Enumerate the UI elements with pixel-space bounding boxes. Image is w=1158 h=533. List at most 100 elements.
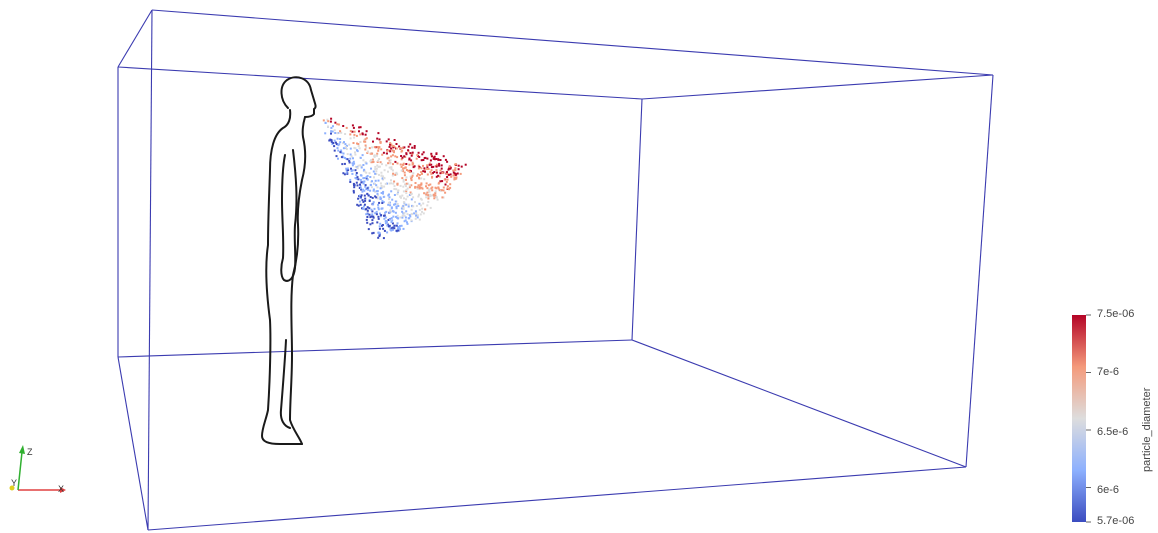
particle (378, 227, 381, 230)
particle (403, 146, 406, 149)
particle (351, 130, 354, 133)
particle (337, 157, 339, 160)
particle (381, 153, 384, 156)
particle (446, 171, 448, 174)
particle (398, 145, 401, 148)
particle (372, 215, 375, 218)
particle (376, 190, 379, 193)
particle (402, 204, 405, 207)
particle (400, 158, 403, 161)
particle (336, 132, 339, 135)
particle (454, 163, 457, 166)
particle (402, 190, 405, 193)
particle (426, 164, 429, 167)
particle (330, 130, 333, 133)
particle (390, 227, 393, 230)
particle (434, 192, 437, 194)
particle (363, 168, 366, 171)
particle (393, 203, 395, 206)
particle (430, 187, 433, 190)
particle (444, 191, 447, 194)
particle (418, 174, 421, 176)
particle (460, 165, 463, 168)
particle (435, 158, 438, 160)
particle (342, 152, 345, 155)
particle (379, 198, 382, 200)
particle (454, 167, 457, 170)
particle (446, 178, 449, 181)
particle (419, 213, 422, 216)
particle (368, 198, 371, 201)
particle (402, 180, 405, 183)
particle (395, 205, 398, 208)
particle (420, 182, 423, 185)
particle (411, 151, 414, 154)
particle (407, 149, 410, 152)
particle (364, 138, 367, 141)
particle (337, 149, 340, 152)
particle (435, 171, 438, 174)
particle (390, 168, 393, 171)
particle (357, 143, 360, 145)
particle (408, 217, 411, 220)
particle (363, 177, 366, 179)
particle (360, 195, 362, 198)
particle (405, 185, 407, 188)
particle (353, 162, 356, 165)
particle (383, 214, 385, 217)
particle (354, 169, 357, 172)
particle (378, 225, 381, 228)
particle (432, 193, 435, 196)
particle (437, 174, 440, 177)
particle (390, 182, 393, 185)
particle (424, 170, 426, 173)
particle (433, 197, 436, 200)
box-edge (117, 339, 633, 358)
particle (423, 168, 426, 171)
particle (372, 231, 375, 234)
particle (406, 187, 409, 190)
particle (436, 198, 439, 201)
particle (404, 166, 407, 169)
particle (424, 208, 427, 211)
particle (357, 145, 360, 148)
particle (405, 203, 408, 206)
particle (403, 203, 406, 206)
particle (399, 147, 402, 149)
particle (333, 139, 336, 142)
particle (421, 187, 424, 190)
particle (402, 162, 405, 165)
particle (330, 117, 333, 120)
particle (406, 222, 409, 225)
particle (379, 222, 382, 225)
particle (390, 155, 393, 158)
particle (380, 214, 383, 217)
particle (381, 200, 384, 203)
particle (379, 187, 382, 190)
particle (326, 118, 329, 121)
particle (390, 144, 393, 147)
particle (411, 161, 414, 164)
particle (438, 164, 441, 167)
particle (351, 124, 354, 127)
particle (390, 190, 393, 193)
particle (453, 178, 456, 181)
particle (388, 166, 391, 169)
particle (391, 222, 394, 225)
particle (353, 136, 356, 139)
particle (334, 121, 337, 124)
particle (356, 203, 359, 206)
particle (377, 147, 380, 150)
particle (369, 160, 372, 163)
particle (413, 146, 416, 149)
particle (392, 210, 395, 213)
particle (390, 147, 393, 150)
particle (401, 156, 404, 159)
particle (401, 214, 404, 217)
particle (351, 169, 354, 172)
particle (429, 171, 432, 174)
particle (405, 176, 408, 179)
particle (446, 160, 449, 163)
